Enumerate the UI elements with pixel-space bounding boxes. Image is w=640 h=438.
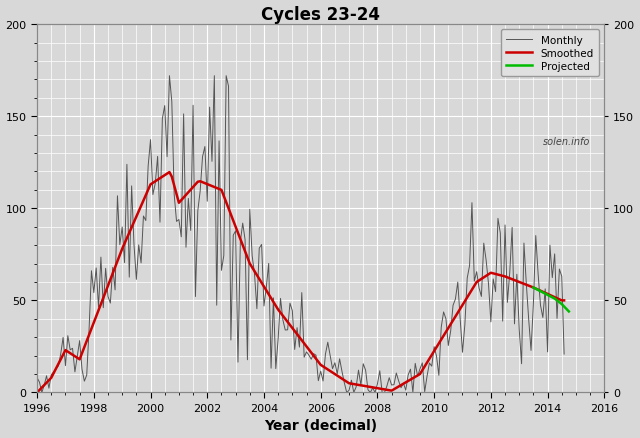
Smoothed bbox=[33, 390, 41, 395]
Monthly bbox=[364, 387, 372, 392]
Monthly bbox=[551, 252, 559, 257]
Title: Cycles 23-24: Cycles 23-24 bbox=[261, 6, 380, 24]
Smoothed bbox=[317, 362, 324, 367]
Line: Projected: Projected bbox=[533, 288, 569, 312]
X-axis label: Year (decimal): Year (decimal) bbox=[264, 418, 377, 432]
Text: solen.info: solen.info bbox=[543, 137, 590, 147]
Smoothed bbox=[548, 294, 556, 299]
Monthly bbox=[83, 373, 91, 378]
Monthly bbox=[319, 378, 327, 384]
Monthly bbox=[76, 338, 83, 343]
Smoothed bbox=[81, 345, 88, 350]
Line: Smoothed: Smoothed bbox=[37, 173, 564, 392]
Projected bbox=[537, 289, 545, 294]
Legend: Monthly, Smoothed, Projected: Monthly, Smoothed, Projected bbox=[501, 30, 599, 77]
Smoothed bbox=[74, 355, 81, 360]
Projected bbox=[558, 302, 566, 307]
Projected bbox=[565, 309, 573, 314]
Monthly bbox=[33, 375, 41, 381]
Smoothed bbox=[149, 181, 157, 186]
Line: Monthly: Monthly bbox=[37, 77, 564, 392]
Smoothed bbox=[560, 298, 568, 304]
Monthly bbox=[38, 390, 45, 395]
Monthly bbox=[152, 181, 159, 187]
Monthly bbox=[560, 352, 568, 357]
Monthly bbox=[166, 74, 173, 79]
Projected bbox=[551, 296, 559, 301]
Projected bbox=[529, 285, 537, 290]
Smoothed bbox=[362, 384, 369, 389]
Projected bbox=[544, 293, 552, 298]
Smoothed bbox=[166, 170, 173, 175]
